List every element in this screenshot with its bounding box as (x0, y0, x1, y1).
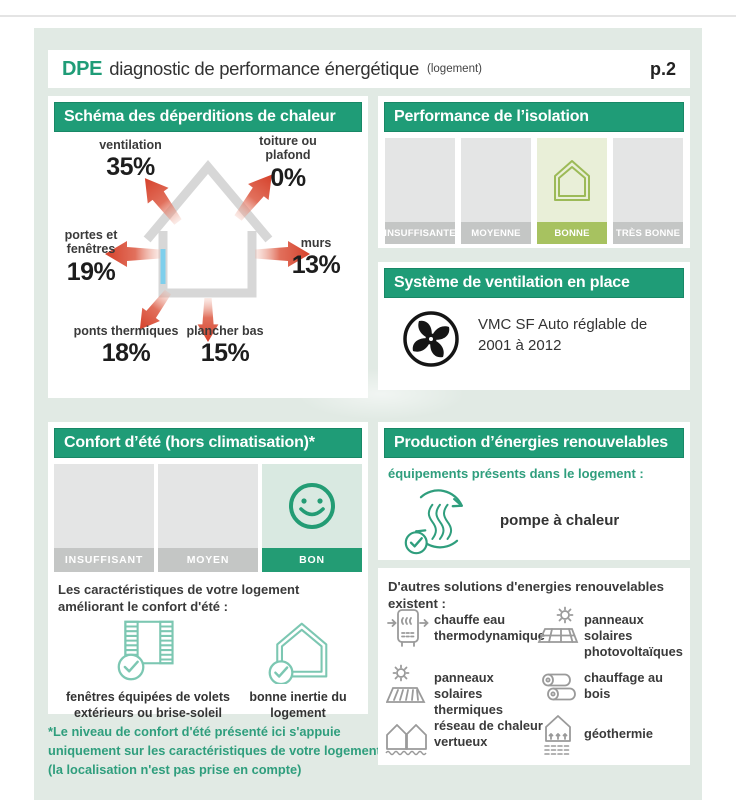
ventilation-panel-title: Système de ventilation en place (384, 268, 684, 298)
renewable-option-label: géothermie (584, 726, 653, 741)
summer-comfort-panel: Confort d’été (hors climatisation)* INSU… (48, 422, 368, 720)
heat-loss-arrows (105, 174, 310, 343)
renewable-option-label: chauffage au bois (584, 670, 663, 701)
wood-logs-icon (542, 673, 576, 701)
insulation-level-bonne: BONNE (537, 138, 607, 244)
smiley-icon (289, 483, 335, 529)
document-title: diagnostic de performance énergétique (109, 58, 420, 79)
renewables-others-intro: D'autres solutions d'energies renouvelab… (388, 579, 664, 612)
comfort-level-insuffisant: INSUFFISANT (54, 464, 154, 572)
arrow-floor-icon (197, 298, 219, 343)
geothermal-icon (544, 715, 572, 755)
insulation-level-insuffisante: INSUFFISANTE (384, 138, 456, 244)
comfort-feature-shutters: fenêtres équipées de volets extérieurs o… (64, 618, 232, 721)
heat-loss-panel: Schéma des déperditions de chaleur (48, 96, 368, 398)
heat-loss-item-roof: toiture ou plafond 0% (259, 134, 317, 192)
heat-loss-item-floor: plancher bas 15% (186, 324, 264, 368)
insulation-scale: INSUFFISANTE MOYENNE BONNE TRÈS BONNE (384, 138, 683, 244)
heat-loss-panel-title: Schéma des déperditions de chaleur (54, 102, 362, 132)
heat-loss-diagram (105, 160, 310, 343)
summer-comfort-scale: INSUFFISANT MOYEN BON (54, 464, 362, 572)
solar-pv-icon (537, 606, 579, 643)
comfort-level-moyen: MOYEN (158, 464, 258, 572)
fan-icon (403, 311, 459, 367)
arrow-walls-icon (255, 241, 310, 267)
shutters-window-icon (117, 620, 174, 681)
heat-loss-item-walls: murs 13% (291, 236, 341, 280)
summer-comfort-panel-title: Confort d’été (hors climatisation)* (54, 428, 362, 458)
water-heater-icon (387, 609, 429, 647)
renewables-present-label: pompe à chaleur (500, 512, 620, 529)
ventilation-panel: Système de ventilation en place VMC SF A… (378, 262, 690, 390)
comfort-feature-inertia: bonne inertie du logement (234, 618, 362, 721)
ventilation-description: VMC SF Auto réglable de 2001 à 2012 (478, 316, 648, 354)
dpe-brand: DPE (62, 57, 103, 80)
page-number: p.2 (649, 58, 676, 79)
renewables-panel: Production d’énergies renouvelables équi… (378, 422, 690, 560)
renewables-present-intro: équipements présents dans le logement : (388, 466, 644, 481)
solar-thermal-icon (386, 664, 426, 703)
insulation-panel: Performance de l’isolation INSUFFISANTE … (378, 96, 690, 248)
insulation-level-moyenne: MOYENNE (461, 138, 531, 244)
heat-pump-icon (404, 489, 463, 555)
arrow-ventilation-icon (144, 178, 182, 225)
heat-network-icon (385, 724, 427, 756)
heat-loss-item-ventilation: ventilation 35% (99, 138, 162, 182)
renewable-option-label: panneaux solaires photovoltaïques (584, 612, 683, 659)
heat-loss-item-thermal-bridges: ponts thermiques 18% (73, 324, 179, 368)
renewable-option-label: réseau de chaleur vertueux (434, 718, 543, 749)
top-divider (0, 15, 736, 17)
arrow-thermal-bridges-icon (139, 289, 172, 330)
insulated-house-icon (554, 160, 590, 201)
summer-comfort-intro: Les caractéristiques de votre logement a… (58, 582, 300, 614)
insulation-level-tres-bonne: TRÈS BONNE (613, 138, 683, 244)
renewable-option-label: panneaux solaires thermiques (434, 670, 503, 717)
inertia-house-icon (268, 622, 328, 684)
arrow-roof-icon (234, 174, 272, 221)
comfort-level-bon: BON (262, 464, 362, 572)
renewable-option-label: chauffe eau thermodynamique (434, 612, 545, 643)
document-tag: (logement) (427, 63, 482, 75)
insulation-panel-title: Performance de l’isolation (384, 102, 684, 132)
heat-loss-item-doors: portes et fenêtres 19% (64, 228, 118, 286)
arrow-doors-icon (105, 241, 160, 267)
renewables-panel-title: Production d’énergies renouvelables (384, 428, 684, 458)
document-header: DPE diagnostic de performance énergétiqu… (48, 50, 690, 88)
renewables-others-card: D'autres solutions d'energies renouvelab… (378, 568, 690, 765)
summer-comfort-footnote: *Le niveau de confort d'été présenté ici… (48, 724, 381, 778)
